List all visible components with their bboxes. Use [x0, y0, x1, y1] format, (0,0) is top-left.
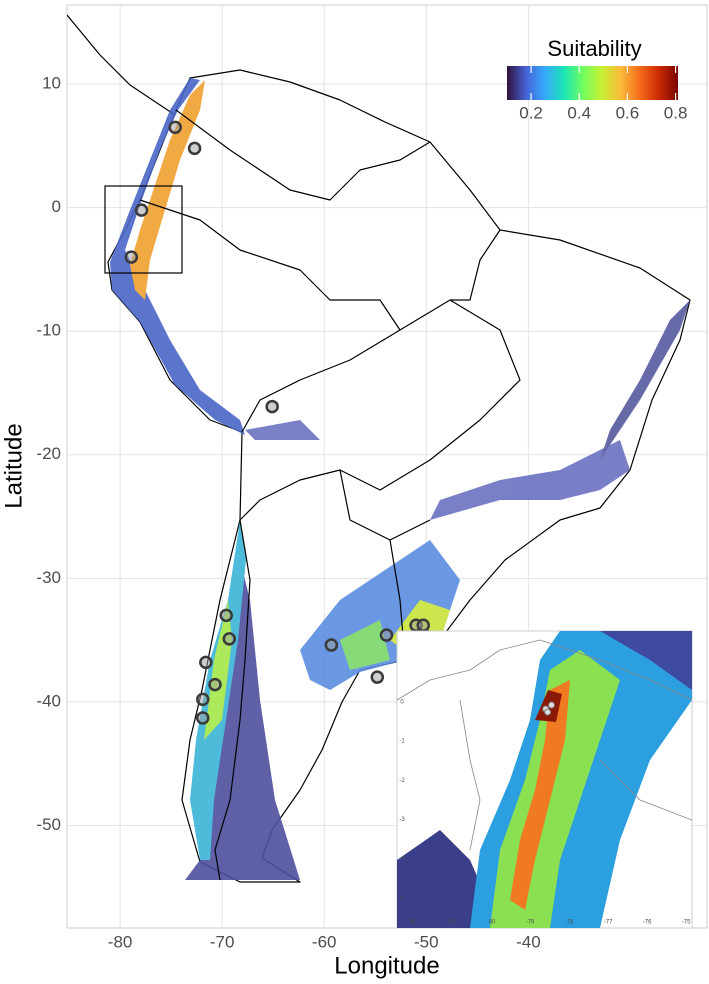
- y-tick-label: -40: [36, 691, 61, 710]
- legend-tick-label: 0.8: [664, 103, 688, 122]
- occurrence-point: [199, 655, 213, 670]
- y-tick-label: 0: [52, 197, 61, 216]
- inset-borders: [397, 639, 692, 851]
- inset-y-tick-label: -3: [399, 817, 405, 823]
- occurrence-point: [324, 638, 339, 652]
- inset-y-tick-label: -5: [399, 895, 405, 901]
- inset-x-tick-label: -76: [643, 920, 652, 926]
- inset-x-tick-label: -81: [448, 920, 457, 926]
- map-layer: [67, 14, 691, 883]
- inset-x-tick-label: -77: [604, 920, 613, 926]
- y-tick-label: -20: [36, 444, 61, 463]
- brazil-coast: [600, 300, 690, 460]
- inset-x-tick-label: -75: [682, 920, 691, 926]
- inset-x-tick-label: -82: [409, 920, 418, 926]
- occurrence-point: [124, 250, 139, 264]
- occurrence-point: [222, 632, 237, 646]
- occurrence-point: [187, 141, 202, 156]
- suitability-layer: [110, 78, 690, 880]
- inset-y-tick-label: -1: [399, 739, 405, 745]
- occurrence-point: [370, 670, 385, 684]
- y-tick-label: -30: [36, 568, 61, 587]
- inset-y-tick-label: 0: [400, 699, 404, 705]
- inset-map: -82 -81 -80 -79 -78 -77 -76 -75 0 -1 -2 -3 -4 -5: [396, 630, 693, 929]
- country-borders: [139, 109, 521, 881]
- inset-point: [548, 701, 556, 709]
- occurrence-point: [416, 618, 430, 633]
- pampas-core: [340, 620, 390, 670]
- continent: [107, 69, 691, 883]
- occurrence-point: [219, 608, 233, 623]
- legend-tick-label: 0.6: [616, 103, 640, 122]
- pampas: [300, 540, 460, 690]
- occurrence-point: [265, 399, 279, 414]
- occurrence-point: [379, 628, 394, 642]
- inset-x-tick-label: -79: [526, 920, 535, 926]
- y-tick-label: 10: [42, 74, 61, 93]
- legend-tick-label: 0.4: [567, 103, 591, 122]
- occurrence-point: [134, 203, 149, 217]
- inset-x-tick-label: -80: [487, 920, 496, 926]
- y-tick-label: -10: [36, 321, 61, 340]
- y-axis-title: Latitude: [0, 423, 27, 508]
- bolivia-zone: [245, 420, 320, 440]
- x-tick-label: -80: [108, 932, 133, 951]
- inset-y-tick-label: -4: [399, 856, 405, 862]
- central-america: [67, 14, 176, 116]
- andes-core: [130, 80, 205, 300]
- y-tick-label: -50: [36, 815, 61, 834]
- occurrence-point: [196, 711, 210, 725]
- inset-x-tick-label: -78: [565, 920, 574, 926]
- brazil-south: [430, 440, 630, 520]
- inset-east: [600, 631, 692, 690]
- inset-y-tick-label: -2: [399, 778, 405, 784]
- andes-outer: [110, 78, 245, 435]
- occurrence-point: [196, 692, 210, 707]
- x-tick-label: -70: [210, 932, 235, 951]
- occurrence-point: [208, 677, 222, 692]
- occurrence-point: [168, 120, 182, 135]
- inset-extent-box: [104, 185, 183, 274]
- colorbar: [507, 66, 678, 100]
- legend-tick-label: 0.2: [519, 103, 543, 122]
- legend-title: Suitability: [547, 36, 641, 61]
- inset-layer: [397, 631, 692, 928]
- x-tick-label: -40: [516, 932, 541, 951]
- inset-point: [544, 708, 552, 716]
- inset-andes-core: [510, 680, 570, 910]
- x-axis-title: Longitude: [334, 952, 439, 979]
- x-tick-label: -60: [312, 932, 337, 951]
- x-tick-label: -50: [414, 932, 439, 951]
